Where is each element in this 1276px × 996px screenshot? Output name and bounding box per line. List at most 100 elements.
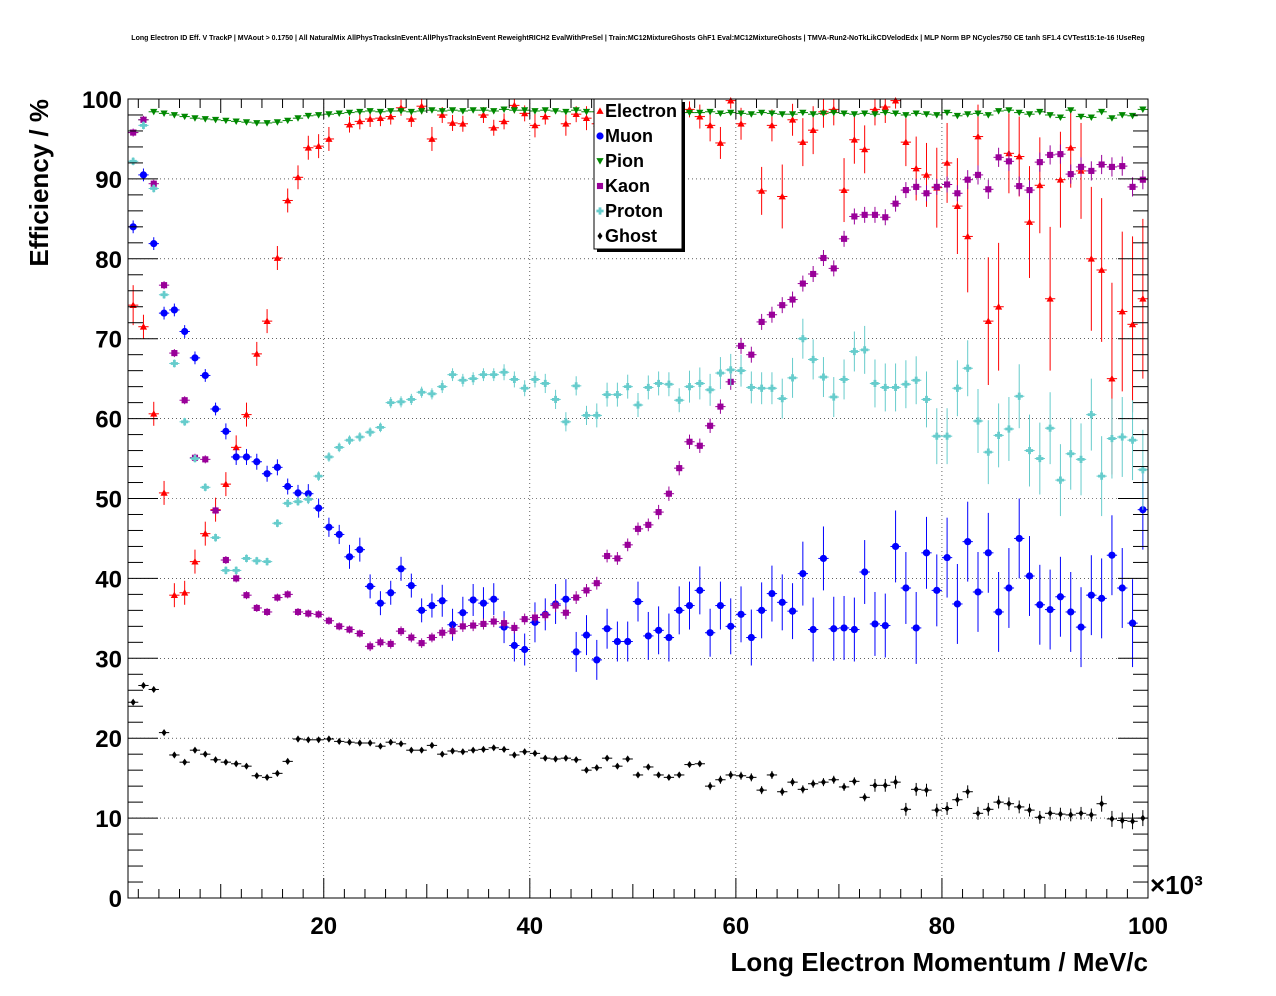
marker xyxy=(1118,307,1126,315)
marker xyxy=(222,427,230,435)
electron-point xyxy=(529,113,541,138)
marker xyxy=(686,438,693,445)
marker xyxy=(1119,816,1125,825)
kaon-point xyxy=(849,208,860,225)
marker xyxy=(397,108,405,115)
marker xyxy=(294,489,302,497)
marker xyxy=(150,240,158,248)
marker xyxy=(1139,176,1146,183)
proton-point xyxy=(540,373,551,394)
muon-point xyxy=(169,303,180,317)
proton-point xyxy=(777,378,788,419)
kaon-point xyxy=(375,637,386,648)
ghost-point xyxy=(952,793,963,807)
marker xyxy=(1047,809,1053,817)
marker xyxy=(243,762,250,770)
ghost-point xyxy=(653,771,664,779)
ghost-point xyxy=(158,729,170,737)
marker xyxy=(531,121,539,129)
ghost-point xyxy=(787,778,798,787)
marker xyxy=(316,736,322,744)
ghost-point xyxy=(498,745,510,753)
y-tick-label: 70 xyxy=(95,327,122,354)
electron-point xyxy=(838,158,850,223)
proton-point xyxy=(385,397,396,409)
pion-point xyxy=(1075,113,1087,121)
kaon-point xyxy=(560,606,572,620)
marker xyxy=(232,443,240,451)
kaon-point xyxy=(663,486,675,501)
legend-item-kaon: Kaon xyxy=(596,176,650,196)
ghost-point xyxy=(1106,810,1118,827)
kaon-point xyxy=(364,641,376,652)
muon-point xyxy=(653,606,664,655)
marker xyxy=(531,614,539,621)
marker xyxy=(582,108,591,116)
marker xyxy=(881,383,889,392)
proton-point xyxy=(674,388,685,413)
legend-item-proton: Proton xyxy=(596,201,663,221)
marker xyxy=(645,521,652,528)
electron-point xyxy=(797,118,808,167)
marker xyxy=(891,383,900,392)
ghost-point xyxy=(457,748,468,756)
pion-point xyxy=(303,112,314,120)
marker xyxy=(573,756,579,764)
marker xyxy=(728,771,734,779)
proton-point xyxy=(838,359,850,400)
muon-point xyxy=(488,583,499,616)
marker xyxy=(727,622,735,630)
marker xyxy=(1098,594,1106,602)
marker xyxy=(596,158,604,165)
marker xyxy=(871,211,879,218)
pion-point xyxy=(385,108,396,115)
marker xyxy=(912,110,920,117)
marker xyxy=(346,626,353,633)
kaon-point xyxy=(540,609,551,621)
marker xyxy=(233,760,239,768)
muon-point xyxy=(828,596,839,661)
marker xyxy=(974,588,982,596)
marker xyxy=(779,788,785,796)
marker xyxy=(1077,113,1085,121)
ghost-point xyxy=(684,760,695,769)
muon-point xyxy=(859,540,870,604)
kaon-point xyxy=(406,632,417,643)
marker xyxy=(428,390,436,398)
muon-point xyxy=(354,537,365,562)
kaon-point xyxy=(323,616,335,625)
proton-point xyxy=(241,554,252,563)
kaon-point xyxy=(426,632,438,643)
marker xyxy=(1139,466,1147,474)
ghost-point xyxy=(468,746,479,754)
muon-point xyxy=(735,586,747,643)
marker xyxy=(696,109,704,117)
electron-point xyxy=(993,242,1004,371)
kaon-point xyxy=(468,619,479,632)
marker xyxy=(614,762,620,770)
kaon-point xyxy=(818,250,829,266)
marker xyxy=(676,465,683,472)
marker xyxy=(1087,255,1095,262)
marker xyxy=(541,107,549,114)
proton-point xyxy=(220,566,232,575)
proton-point xyxy=(735,354,747,387)
marker xyxy=(490,371,498,379)
electron-point xyxy=(1137,218,1148,379)
pion-point xyxy=(323,111,335,118)
marker xyxy=(1087,114,1095,121)
pion-point xyxy=(1034,108,1045,116)
marker xyxy=(470,746,476,754)
muon-point xyxy=(1117,548,1128,628)
kaon-point xyxy=(550,599,561,612)
marker xyxy=(583,587,590,594)
electron-point xyxy=(344,116,355,133)
marker xyxy=(572,110,580,118)
pion-point xyxy=(756,109,767,117)
series-kaon xyxy=(128,115,1148,652)
marker xyxy=(1036,181,1044,189)
marker xyxy=(273,119,281,126)
pion-point xyxy=(859,110,870,117)
kaon-point xyxy=(612,552,623,565)
pion-point xyxy=(220,117,232,125)
